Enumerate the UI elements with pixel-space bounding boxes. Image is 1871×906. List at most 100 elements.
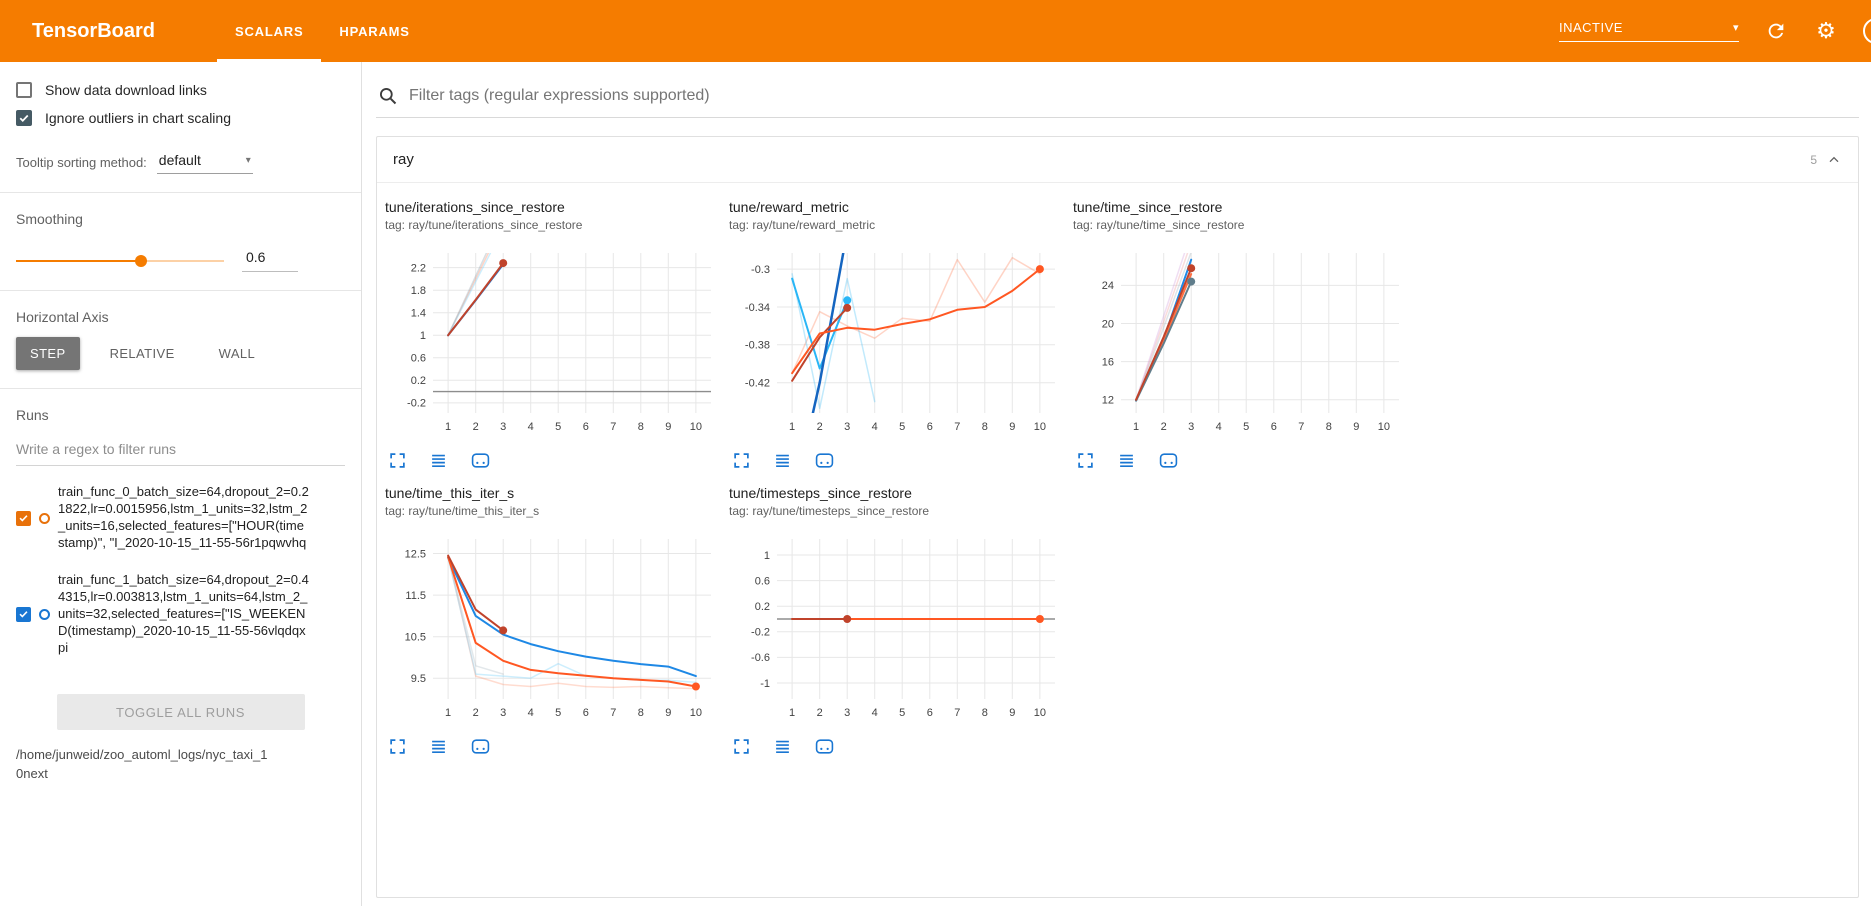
run-checkbox[interactable] — [16, 510, 31, 526]
toggle-runs-icon[interactable] — [430, 738, 447, 755]
svg-text:-0.2: -0.2 — [407, 398, 426, 410]
chart-plot[interactable]: 1 2 3 4 5 6 7 8 9 10 9.5 10.5 11.5 12.5 — [385, 527, 721, 725]
tag-filter-input[interactable] — [409, 87, 1857, 105]
checkbox-icon — [16, 110, 32, 126]
runs-filter-input[interactable] — [16, 437, 345, 466]
run-color-circle[interactable] — [39, 608, 50, 620]
pin-chart-icon[interactable] — [815, 738, 834, 755]
horizontal-axis-label: Horizontal Axis — [16, 309, 109, 325]
svg-text:9: 9 — [665, 421, 671, 433]
tab-bar: SCALARS HPARAMS — [216, 0, 428, 62]
pin-chart-icon[interactable] — [471, 738, 490, 755]
expand-chart-icon[interactable] — [389, 738, 406, 755]
svg-text:2: 2 — [1161, 421, 1167, 433]
tooltip-sorting-select[interactable]: default ▾ — [156, 150, 253, 174]
chart-plot[interactable]: 1 2 3 4 5 6 7 8 9 10 -1 -0.6 -0.2 0.2 0.6 1 — [729, 527, 1065, 725]
axis-wall-button[interactable]: WALL — [205, 337, 270, 370]
data-status-select[interactable]: INACTIVE ▾ — [1559, 20, 1739, 42]
svg-text:5: 5 — [555, 707, 561, 719]
svg-text:9: 9 — [1009, 421, 1015, 433]
svg-text:0.6: 0.6 — [755, 575, 770, 587]
topbar-actions: INACTIVE ▾ ⚙ ? — [1559, 18, 1871, 44]
chart-card: tune/iterations_since_restore tag: ray/tu… — [385, 197, 721, 471]
toggle-runs-icon[interactable] — [1118, 452, 1135, 469]
svg-text:9: 9 — [1009, 707, 1015, 719]
chart-tag: tag: ray/tune/time_since_restore — [1073, 218, 1245, 232]
run-item[interactable]: train_func_0_batch_size=64,dropout_2=0.2… — [16, 476, 345, 560]
run-item[interactable]: train_func_2_batch_size=64,dropout_2= — [16, 668, 345, 688]
ignore-outliers-checkbox[interactable]: Ignore outliers in chart scaling — [16, 110, 345, 126]
smoothing-value[interactable]: 0.6 — [242, 249, 298, 272]
svg-text:5: 5 — [899, 421, 905, 433]
run-label: train_func_1_batch_size=64,dropout_2=0.4… — [58, 572, 309, 655]
chart-toolbar — [385, 738, 721, 755]
svg-text:2: 2 — [473, 421, 479, 433]
toggle-runs-icon[interactable] — [430, 452, 447, 469]
svg-text:10.5: 10.5 — [405, 632, 426, 644]
svg-text:10: 10 — [1034, 707, 1046, 719]
svg-text:6: 6 — [583, 707, 589, 719]
svg-text:5: 5 — [1243, 421, 1249, 433]
svg-text:-0.42: -0.42 — [745, 378, 770, 390]
smoothing-row: 0.6 — [16, 249, 345, 272]
svg-text:7: 7 — [954, 707, 960, 719]
svg-text:2: 2 — [817, 421, 823, 433]
toggle-runs-icon[interactable] — [774, 738, 791, 755]
svg-text:8: 8 — [982, 421, 988, 433]
chart-toolbar — [385, 452, 721, 469]
chart-title: tune/time_since_restore — [1073, 199, 1223, 215]
svg-text:-0.6: -0.6 — [751, 652, 770, 664]
svg-text:7: 7 — [610, 707, 616, 719]
checkbox-label: Ignore outliers in chart scaling — [45, 110, 231, 126]
svg-text:5: 5 — [899, 707, 905, 719]
pin-chart-icon[interactable] — [471, 452, 490, 469]
tooltip-sorting-value: default — [158, 152, 201, 168]
svg-text:7: 7 — [610, 421, 616, 433]
svg-text:1: 1 — [445, 421, 451, 433]
data-status-value: INACTIVE — [1559, 20, 1623, 35]
svg-text:10: 10 — [1034, 421, 1046, 433]
svg-text:0.2: 0.2 — [755, 601, 770, 613]
expand-chart-icon[interactable] — [389, 452, 406, 469]
refresh-button[interactable] — [1763, 18, 1789, 44]
pin-chart-icon[interactable] — [1159, 452, 1178, 469]
svg-text:24: 24 — [1102, 280, 1114, 292]
tab-hparams[interactable]: HPARAMS — [339, 23, 410, 39]
run-checkbox[interactable] — [16, 606, 31, 622]
tab-scalars[interactable]: SCALARS — [216, 0, 322, 62]
svg-text:6: 6 — [927, 707, 933, 719]
toggle-runs-icon[interactable] — [774, 452, 791, 469]
smoothing-slider[interactable] — [16, 254, 224, 268]
svg-text:5: 5 — [555, 421, 561, 433]
svg-text:8: 8 — [638, 707, 644, 719]
slider-thumb[interactable] — [134, 254, 147, 267]
expand-chart-icon[interactable] — [733, 738, 750, 755]
expand-chart-icon[interactable] — [1077, 452, 1094, 469]
svg-text:4: 4 — [872, 707, 878, 719]
pin-chart-icon[interactable] — [815, 452, 834, 469]
toggle-all-runs-button[interactable]: TOGGLE ALL RUNS — [56, 694, 305, 730]
axis-step-button[interactable]: STEP — [16, 337, 80, 370]
svg-text:12.5: 12.5 — [405, 548, 426, 560]
svg-text:6: 6 — [1271, 421, 1277, 433]
run-item[interactable]: train_func_1_batch_size=64,dropout_2=0.4… — [16, 572, 345, 656]
svg-text:3: 3 — [500, 421, 506, 433]
settings-button[interactable]: ⚙ — [1813, 18, 1839, 44]
svg-text:10: 10 — [1378, 421, 1390, 433]
show-download-links-checkbox[interactable]: Show data download links — [16, 82, 345, 98]
run-color-circle[interactable] — [39, 512, 50, 524]
chart-toolbar — [1073, 452, 1409, 469]
chart-plot[interactable]: 1 2 3 4 5 6 7 8 9 10 -0.42 -0.38 -0.34 -0.3 — [729, 241, 1065, 439]
charts-grid: tune/iterations_since_restore tag: ray/tu… — [377, 183, 1431, 771]
help-button[interactable]: ? — [1863, 18, 1871, 44]
tag-group-header[interactable]: ray 5 — [377, 137, 1858, 183]
chart-title: tune/iterations_since_restore — [385, 199, 565, 215]
chart-tag: tag: ray/tune/iterations_since_restore — [385, 218, 583, 232]
svg-text:2.2: 2.2 — [411, 262, 426, 274]
chart-plot[interactable]: 1 2 3 4 5 6 7 8 9 10 -0.2 0.2 0.6 1 1.4 1.8 2.2 — [385, 241, 721, 439]
run-label: train_func_0_batch_size=64,dropout_2=0.2… — [58, 484, 309, 550]
expand-chart-icon[interactable] — [733, 452, 750, 469]
axis-relative-button[interactable]: RELATIVE — [96, 337, 189, 370]
chevron-up-icon[interactable] — [1826, 152, 1842, 168]
